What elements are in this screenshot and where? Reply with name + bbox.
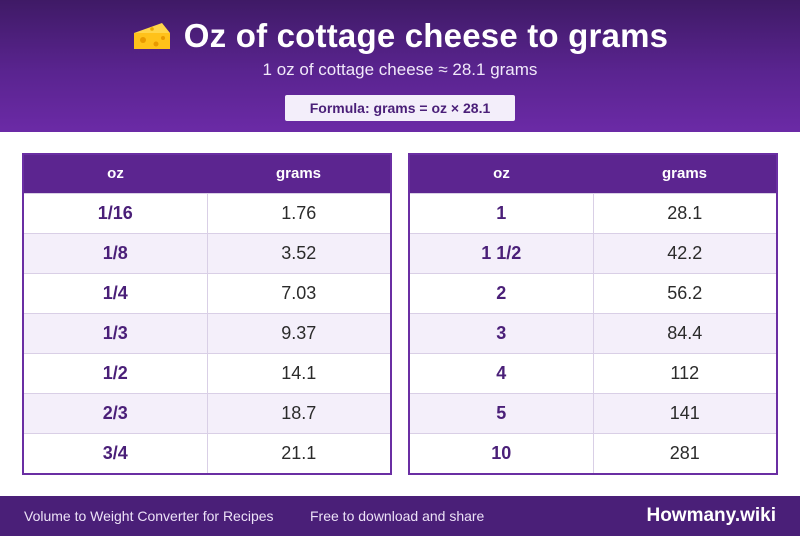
oz-cell: 1 1/2 (410, 232, 594, 273)
oz-cell: 3/4 (24, 432, 208, 473)
column-header-oz: oz (24, 155, 207, 193)
conversion-table-right: oz grams 1 28.1 1 1/2 42.2 2 56.2 3 84.4 (408, 153, 778, 475)
table-row: 3/4 21.1 (24, 432, 390, 473)
oz-cell: 10 (410, 432, 594, 473)
table-row: 1/2 14.1 (24, 352, 390, 393)
oz-cell: 1/16 (24, 192, 208, 233)
oz-cell: 1/3 (24, 312, 208, 353)
oz-cell: 1/4 (24, 272, 208, 313)
grams-cell: 21.1 (207, 432, 390, 473)
oz-cell: 4 (410, 352, 594, 393)
cheese-icon (132, 19, 172, 53)
grams-cell: 281 (593, 432, 776, 473)
oz-cell: 1/2 (24, 352, 208, 393)
oz-cell: 3 (410, 312, 594, 353)
page-title: Oz of cottage cheese to grams (183, 17, 669, 54)
oz-cell: 5 (410, 392, 594, 433)
brand-logo-text[interactable]: Howmany.wiki (646, 505, 776, 526)
table-row: 1/8 3.52 (24, 232, 390, 273)
table-row: 5 141 (410, 392, 776, 433)
grams-cell: 112 (593, 352, 776, 393)
footer-converter-text: Volume to Weight Converter for Recipes (24, 508, 274, 524)
conversion-table-left: oz grams 1/16 1.76 1/8 3.52 1/4 7.03 1/3… (22, 153, 392, 475)
title-row: Oz of cottage cheese to grams (0, 14, 800, 58)
page-subtitle: 1 oz of cottage cheese ≈ 28.1 grams (262, 60, 538, 79)
table-row: 10 281 (410, 432, 776, 473)
header-banner: Oz of cottage cheese to grams 1 oz of co… (0, 0, 800, 132)
table-row: 1 28.1 (410, 192, 776, 233)
table-row: 1/3 9.37 (24, 312, 390, 353)
column-header-grams: grams (593, 155, 776, 193)
grams-cell: 3.52 (207, 232, 390, 273)
oz-cell: 1/8 (24, 232, 208, 273)
grams-cell: 84.4 (593, 312, 776, 353)
oz-cell: 2 (410, 272, 594, 313)
table-row: 2 56.2 (410, 272, 776, 313)
grams-cell: 56.2 (593, 272, 776, 313)
table-row: 1/4 7.03 (24, 272, 390, 313)
grams-cell: 42.2 (593, 232, 776, 273)
table-row: 1 1/2 42.2 (410, 232, 776, 273)
oz-cell: 2/3 (24, 392, 208, 433)
grams-cell: 18.7 (207, 392, 390, 433)
footer-share-text: Free to download and share (310, 508, 485, 524)
grams-cell: 14.1 (207, 352, 390, 393)
table-row: 1/16 1.76 (24, 192, 390, 233)
grams-cell: 7.03 (207, 272, 390, 313)
grams-cell: 9.37 (207, 312, 390, 353)
column-header-grams: grams (207, 155, 390, 193)
table-row: 3 84.4 (410, 312, 776, 353)
table-row: 4 112 (410, 352, 776, 393)
grams-cell: 1.76 (207, 192, 390, 233)
table-row: 2/3 18.7 (24, 392, 390, 433)
grams-cell: 141 (593, 392, 776, 433)
column-header-oz: oz (410, 155, 593, 193)
grams-cell: 28.1 (593, 192, 776, 233)
footer-bar: Volume to Weight Converter for Recipes F… (0, 496, 800, 536)
oz-cell: 1 (410, 192, 594, 233)
formula-badge: Formula: grams = oz × 28.1 (285, 95, 515, 121)
